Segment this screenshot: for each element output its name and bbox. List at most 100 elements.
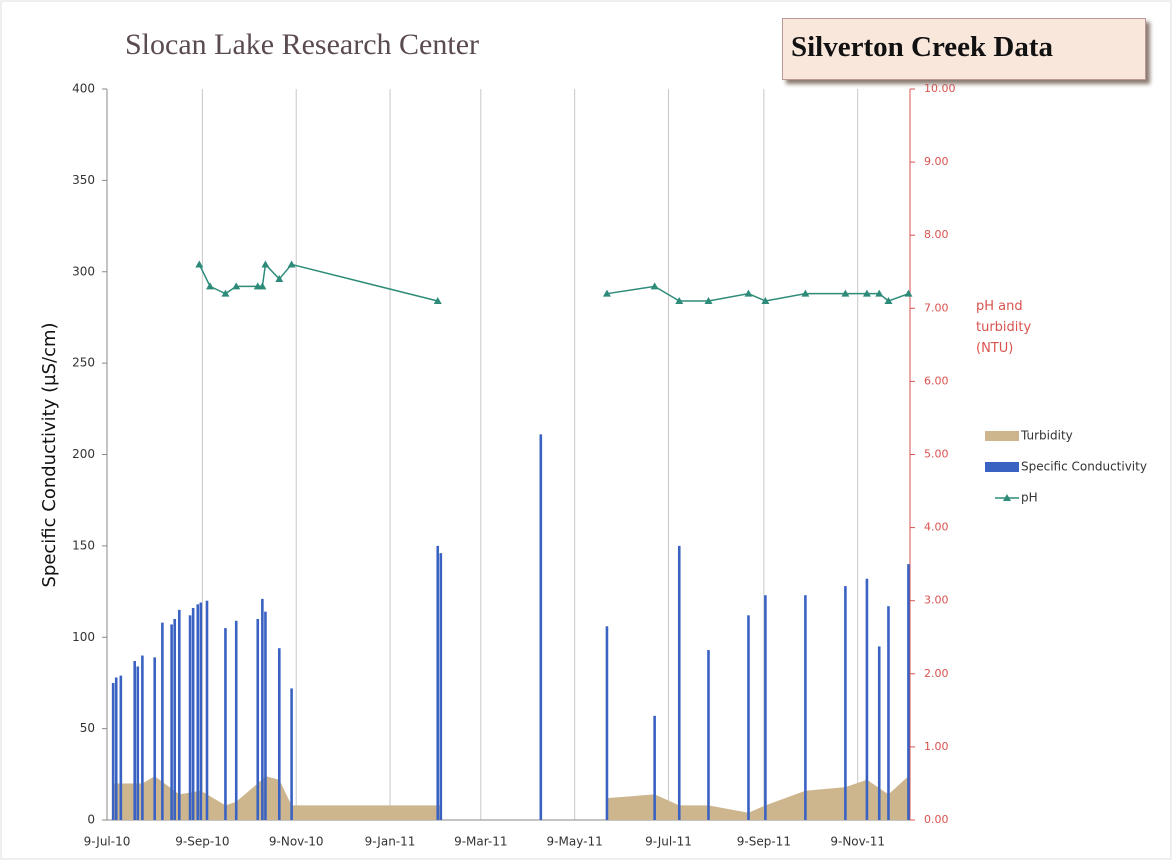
y-axis-label: Specific Conductivity (µS/cm)	[39, 322, 60, 587]
x-tick-label: 9-Jul-11	[645, 835, 692, 849]
y-tick-label: 0	[87, 813, 95, 827]
y-tick-label: 400	[72, 82, 95, 96]
ph-marker	[261, 260, 270, 268]
bar	[153, 657, 156, 820]
x-tick-label: 9-Jul-10	[84, 835, 131, 849]
ph-marker	[287, 260, 296, 268]
x-tick-label: 9-Sep-10	[175, 835, 229, 849]
bar	[261, 598, 264, 820]
bar	[170, 624, 173, 820]
legend-swatch	[1003, 494, 1011, 501]
bar	[290, 688, 293, 820]
bar	[804, 595, 807, 820]
x-tick-label: 9-May-11	[547, 835, 603, 849]
ph-marker	[275, 275, 284, 283]
x-tick-label: 9-Nov-11	[830, 835, 885, 849]
ph-marker	[704, 296, 713, 304]
bar	[199, 602, 203, 820]
ph-marker	[862, 289, 871, 297]
y2-tick-label: 10.00	[924, 82, 956, 95]
bar	[133, 661, 136, 820]
bar	[114, 677, 118, 820]
y2-tick-label: 3.00	[924, 594, 949, 607]
y2-tick-label: 9.00	[924, 155, 949, 168]
bar	[188, 615, 192, 820]
bar	[747, 615, 750, 820]
ph-marker	[904, 289, 913, 297]
y2-axis-label: pH and turbidity (NTU)	[976, 299, 1032, 356]
bar	[877, 646, 881, 820]
turbidity-area	[113, 776, 909, 820]
bar	[653, 715, 656, 820]
legend-label: pH	[1021, 491, 1038, 505]
bar	[136, 666, 140, 820]
y-tick-label: 300	[72, 264, 95, 278]
y2-tick-label: 6.00	[924, 374, 949, 387]
y-tick-label: 250	[72, 356, 95, 370]
ph-marker	[884, 296, 893, 304]
y2-tick-label: 8.00	[924, 228, 949, 241]
legend-swatch	[985, 431, 1019, 441]
x-tick-label: 9-Jan-11	[365, 835, 416, 849]
bar	[439, 553, 443, 820]
y2-tick-label: 1.00	[924, 740, 949, 753]
y2-tick-label: 5.00	[924, 448, 949, 461]
bar	[224, 628, 227, 820]
bar	[277, 648, 281, 820]
bar	[178, 609, 181, 820]
legend-label: Turbidity	[1020, 429, 1073, 443]
bar	[119, 675, 123, 820]
bar	[764, 595, 767, 820]
bar	[141, 655, 144, 820]
ph-marker	[602, 289, 611, 297]
y2-tick-label: 7.00	[924, 301, 949, 314]
bar	[264, 611, 267, 820]
chart-title: Slocan Lake Research Center	[125, 28, 479, 61]
ph-marker	[841, 289, 850, 297]
ph-marker	[433, 296, 442, 304]
bar	[605, 626, 609, 820]
bar	[234, 620, 238, 820]
ph-marker	[744, 289, 753, 297]
ph-marker	[650, 282, 659, 290]
x-tick-label: 9-Mar-11	[454, 835, 507, 849]
ph-marker	[258, 282, 267, 290]
y2-tick-label: 2.00	[924, 667, 949, 680]
ph-marker	[761, 296, 770, 304]
y-tick-label: 50	[80, 721, 95, 735]
bar	[161, 622, 164, 820]
bar	[907, 564, 910, 820]
x-tick-label: 9-Nov-10	[269, 835, 324, 849]
bar	[707, 650, 710, 820]
bar	[844, 586, 847, 820]
legend-label: Specific Conductivity	[1021, 460, 1147, 474]
bar	[539, 434, 543, 820]
ph-marker	[675, 296, 684, 304]
y2-tick-label: 0.00	[924, 813, 949, 826]
subtitle-badge: Silverton Creek Data	[782, 18, 1146, 80]
bar	[436, 545, 440, 820]
bar	[196, 604, 200, 820]
y-tick-label: 100	[72, 630, 95, 644]
legend-swatch	[985, 462, 1019, 472]
ph-marker	[195, 260, 204, 268]
bar	[887, 606, 890, 820]
y2-tick-label: 4.00	[924, 521, 949, 534]
bar	[191, 608, 195, 820]
bar	[111, 682, 115, 820]
bar	[865, 578, 869, 820]
ph-marker	[232, 282, 241, 290]
y-tick-label: 200	[72, 447, 95, 461]
ph-marker	[801, 289, 810, 297]
bar	[205, 600, 209, 820]
x-tick-label: 9-Sep-11	[737, 835, 791, 849]
y-tick-label: 350	[72, 173, 95, 187]
ph-marker	[875, 289, 884, 297]
bar	[256, 618, 260, 820]
ph-marker	[221, 289, 230, 297]
y-tick-label: 150	[72, 538, 95, 552]
bar	[677, 545, 681, 820]
ph-marker	[206, 282, 215, 290]
